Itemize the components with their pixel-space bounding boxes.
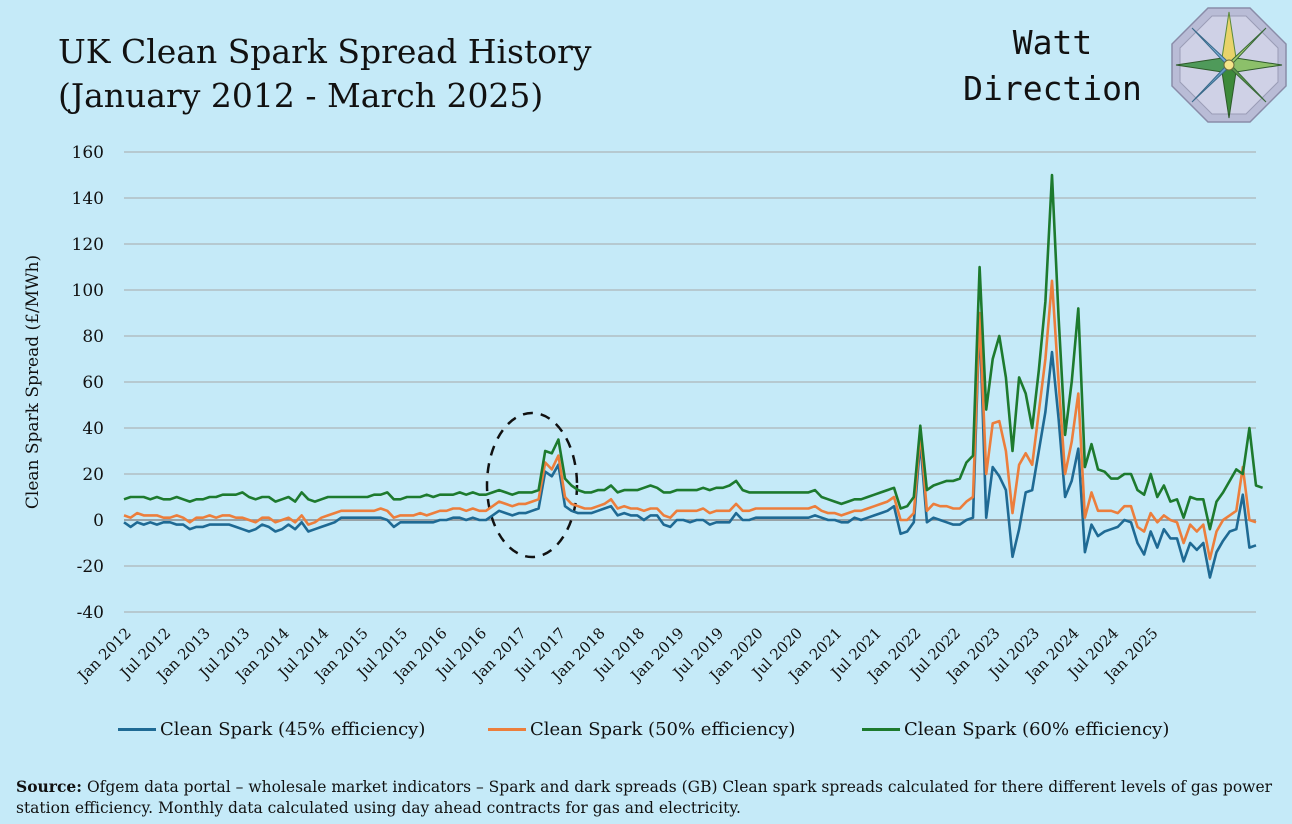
brand-name: Watt Direction (940, 20, 1165, 112)
legend-label-45: Clean Spark (45% efficiency) (160, 719, 426, 740)
y-tick-label: 140 (72, 189, 104, 209)
legend-swatch-60 (862, 728, 900, 731)
y-tick-label: 40 (82, 419, 104, 439)
chart-grid (124, 151, 1256, 613)
y-tick-label: 60 (82, 373, 104, 393)
y-tick-label: 20 (82, 465, 104, 485)
series-lines (123, 173, 1264, 579)
y-axis-label: Clean Spark Spread (£/MWh) (23, 255, 43, 509)
y-tick-label: 160 (72, 143, 104, 163)
legend-label-60: Clean Spark (60% efficiency) (904, 719, 1170, 740)
y-axis-tick-labels: -40 -20 0 20 40 60 80 100 120 140 160 (72, 143, 104, 623)
legend-item-60: Clean Spark (60% efficiency) (862, 719, 1169, 740)
chart-title-line1: UK Clean Spark Spread History (58, 32, 592, 71)
legend-item-45: Clean Spark (45% efficiency) (118, 719, 425, 740)
highlight-ellipse (485, 411, 579, 559)
series-line-50 (123, 279, 1257, 561)
brand-line2: Direction (963, 69, 1142, 108)
series-line-60 (123, 173, 1264, 531)
source-note: Source: Ofgem data portal – wholesale ma… (16, 776, 1281, 819)
y-tick-label: 0 (93, 511, 104, 531)
series-line-45 (123, 316, 1257, 579)
legend-swatch-45 (118, 728, 156, 731)
compass-logo-icon (1171, 7, 1287, 123)
legend-label-50: Clean Spark (50% efficiency) (530, 719, 796, 740)
y-tick-label: -40 (77, 603, 104, 623)
y-tick-label: 100 (72, 281, 104, 301)
y-tick-label: 80 (82, 327, 104, 347)
source-label: Source: (16, 777, 82, 796)
chart-title: UK Clean Spark Spread History (January 2… (58, 30, 592, 118)
chart-title-line2: (January 2012 - March 2025) (58, 76, 544, 115)
line-chart: -40 -20 0 20 40 60 80 100 120 140 160 Jan 2012Jul … (23, 143, 1264, 686)
brand-line1: Watt (1012, 23, 1093, 62)
legend-item-50: Clean Spark (50% efficiency) (488, 719, 795, 740)
y-tick-label: 120 (72, 235, 104, 255)
source-text: Ofgem data portal – wholesale market ind… (16, 778, 1273, 817)
legend-swatch-50 (488, 728, 526, 731)
y-tick-label: -20 (77, 557, 104, 577)
